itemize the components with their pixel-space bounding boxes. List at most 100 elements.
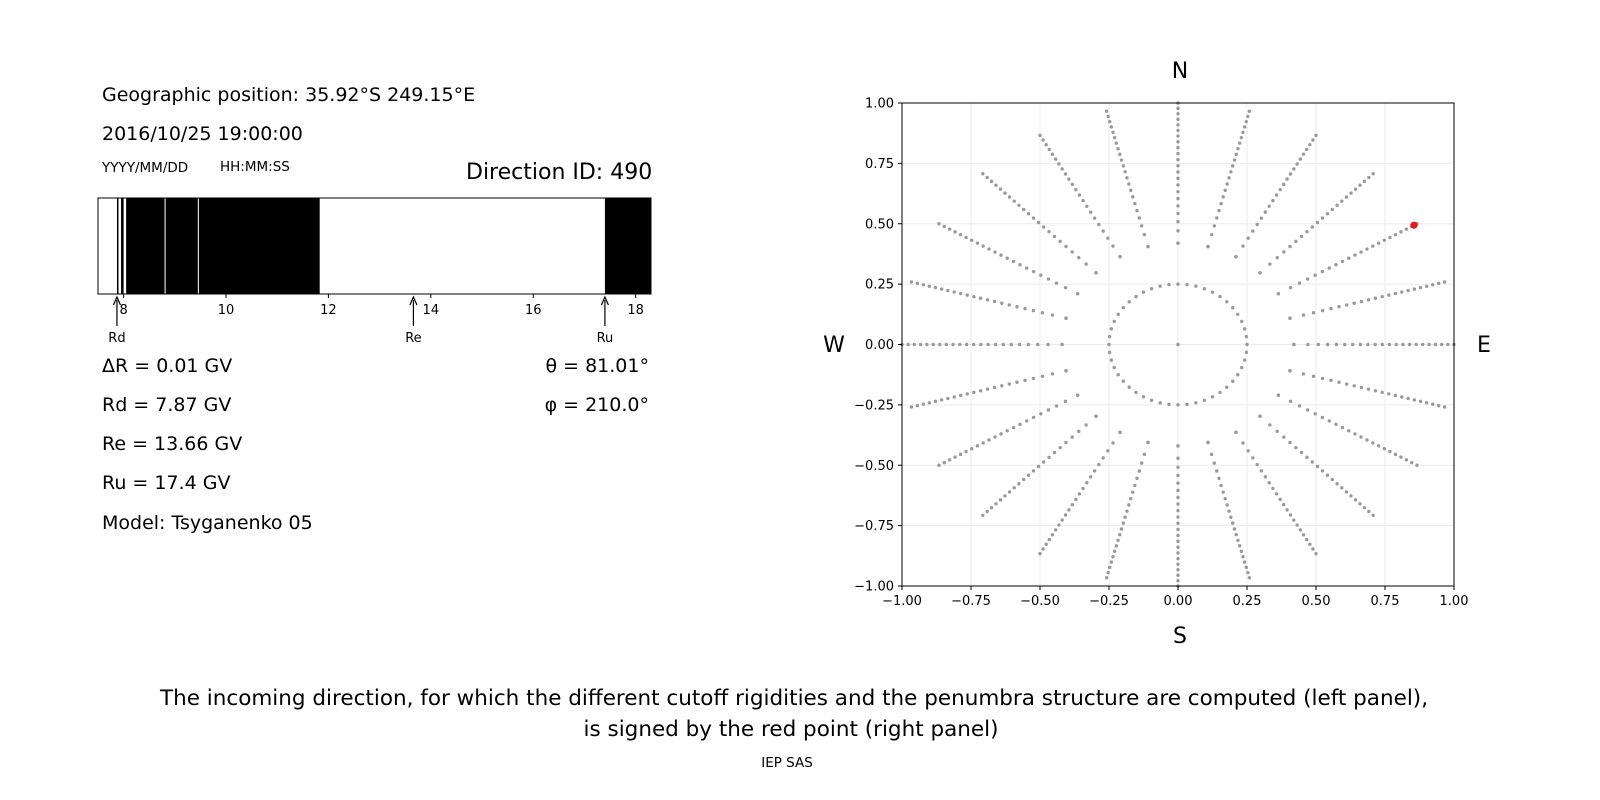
- x-tick-label: 14: [423, 303, 440, 318]
- grid-point: [1404, 458, 1409, 462]
- grid-point: [1116, 538, 1120, 542]
- grid-point: [1229, 515, 1233, 519]
- grid-point: [1167, 282, 1171, 287]
- grid-point: [1108, 119, 1112, 124]
- grid-point: [1366, 387, 1371, 391]
- grid-point: [1114, 141, 1119, 145]
- grid-point: [947, 227, 952, 231]
- grid-point: [1311, 138, 1315, 142]
- grid-point: [1046, 408, 1051, 412]
- grid-point: [953, 455, 957, 459]
- grid-point: [1077, 255, 1081, 260]
- y-tick-label: −0.50: [854, 459, 894, 474]
- grid-point: [1282, 435, 1286, 439]
- grid-point: [1129, 188, 1133, 193]
- grid-point: [1064, 369, 1068, 373]
- marker-arrow-head: [409, 295, 418, 306]
- forbidden-band: [116, 198, 119, 294]
- grid-point: [1376, 444, 1381, 448]
- grid-point: [1131, 490, 1135, 494]
- grid-point: [958, 291, 963, 296]
- grid-point: [1308, 142, 1312, 147]
- grid-point: [1393, 291, 1398, 296]
- grid-point: [1212, 224, 1217, 228]
- grid-point: [965, 293, 969, 297]
- grid-point: [1359, 250, 1363, 254]
- grid-point: [1365, 438, 1369, 442]
- y-tick-label: −0.25: [854, 398, 894, 413]
- grid-point: [1176, 145, 1180, 150]
- grid-point: [1137, 216, 1141, 220]
- grid-point: [1137, 469, 1141, 473]
- grid-point: [1359, 299, 1364, 304]
- grid-point: [1111, 555, 1115, 559]
- grid-point: [1340, 259, 1345, 264]
- grid-point: [1320, 415, 1325, 420]
- grid-point: [1057, 523, 1061, 527]
- grid-point: [1349, 494, 1353, 498]
- grid-point: [1399, 455, 1403, 459]
- grid-point: [1042, 460, 1046, 464]
- grid-point: [1176, 176, 1180, 181]
- grid-point: [1176, 140, 1180, 144]
- grid-point: [1063, 513, 1068, 517]
- grid-point: [1202, 287, 1207, 291]
- re-value: Re = 13.66 GV: [102, 433, 243, 455]
- grid-point: [969, 447, 974, 451]
- caption-line-1: The incoming direction, for which the di…: [159, 686, 1429, 711]
- grid-point: [1288, 316, 1292, 320]
- grid-point: [1431, 283, 1435, 287]
- grid-point: [1044, 142, 1048, 147]
- grid-point: [1242, 358, 1247, 362]
- grid-point: [1123, 515, 1127, 519]
- grid-point: [1007, 490, 1012, 494]
- grid-point: [1018, 263, 1022, 267]
- grid-point: [931, 342, 935, 347]
- grid-point: [1185, 282, 1189, 287]
- grid-point: [1052, 450, 1057, 455]
- grid-point: [1134, 294, 1138, 299]
- grid-point: [1176, 551, 1180, 555]
- grid-point: [1176, 515, 1180, 519]
- grid-point: [1092, 216, 1097, 220]
- grid-point: [1221, 490, 1225, 494]
- x-tick-label: 16: [525, 303, 542, 318]
- grid-point: [918, 342, 923, 347]
- grid-point: [1112, 319, 1116, 324]
- grid-point: [1176, 282, 1180, 286]
- grid-point: [1064, 316, 1068, 320]
- grid-point: [1337, 380, 1341, 384]
- grid-point: [1267, 204, 1271, 208]
- grid-point: [1149, 398, 1154, 402]
- grid-point: [1176, 539, 1180, 544]
- grid-point: [1271, 198, 1275, 203]
- x-tick-label: 0.75: [1371, 594, 1400, 609]
- grid-point: [1255, 462, 1259, 467]
- grid-point: [1176, 456, 1180, 460]
- grid-point: [1358, 502, 1362, 506]
- grid-point: [998, 498, 1003, 502]
- grid-point: [1412, 287, 1417, 291]
- grid-point: [1400, 290, 1404, 294]
- grid-point: [1232, 527, 1237, 531]
- grid-point: [1092, 469, 1097, 473]
- grid-point: [1236, 538, 1240, 542]
- grid-point: [946, 288, 950, 293]
- grid-point: [1077, 492, 1082, 496]
- grid-point: [1038, 133, 1042, 138]
- grid-point: [953, 230, 957, 234]
- grid-point: [1259, 469, 1264, 473]
- grid-point: [1003, 494, 1007, 498]
- grid-point: [1335, 203, 1339, 207]
- grid-point: [1081, 486, 1085, 491]
- grid-point: [1371, 513, 1375, 517]
- grid-point: [1176, 170, 1180, 174]
- grid-point: [1053, 157, 1058, 161]
- grid-point: [1223, 188, 1227, 193]
- delta-r-value: ΔR = 0.01 GV: [102, 355, 233, 377]
- grid-point: [1063, 285, 1068, 290]
- grid-point: [1121, 521, 1126, 525]
- grid-point: [1311, 311, 1316, 315]
- grid-point: [1313, 273, 1317, 277]
- grid-point: [1039, 412, 1043, 416]
